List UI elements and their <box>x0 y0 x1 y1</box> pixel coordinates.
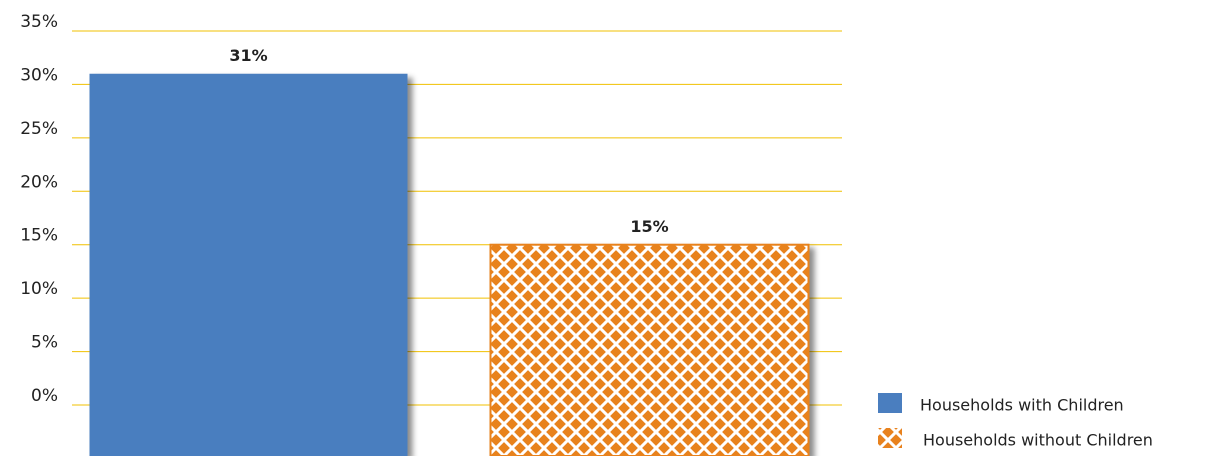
y-tick-label: 5% <box>31 333 58 353</box>
bar <box>489 243 810 456</box>
y-tick-label: 25% <box>20 119 58 139</box>
y-tick-label: 0% <box>31 386 58 406</box>
value-label: 15% <box>630 217 668 236</box>
value-label: 31% <box>229 46 267 65</box>
legend-swatch <box>878 393 902 413</box>
y-tick-label: 20% <box>20 172 58 192</box>
y-tick-label: 15% <box>20 226 58 246</box>
legend-label: Households without Children <box>923 431 1153 450</box>
y-tick-label: 30% <box>20 65 58 85</box>
legend-label: Households with Children <box>920 396 1124 415</box>
legend-swatch <box>878 428 902 448</box>
y-tick-label: 35% <box>20 12 58 32</box>
bar <box>89 73 408 456</box>
y-tick-label: 10% <box>20 279 58 299</box>
